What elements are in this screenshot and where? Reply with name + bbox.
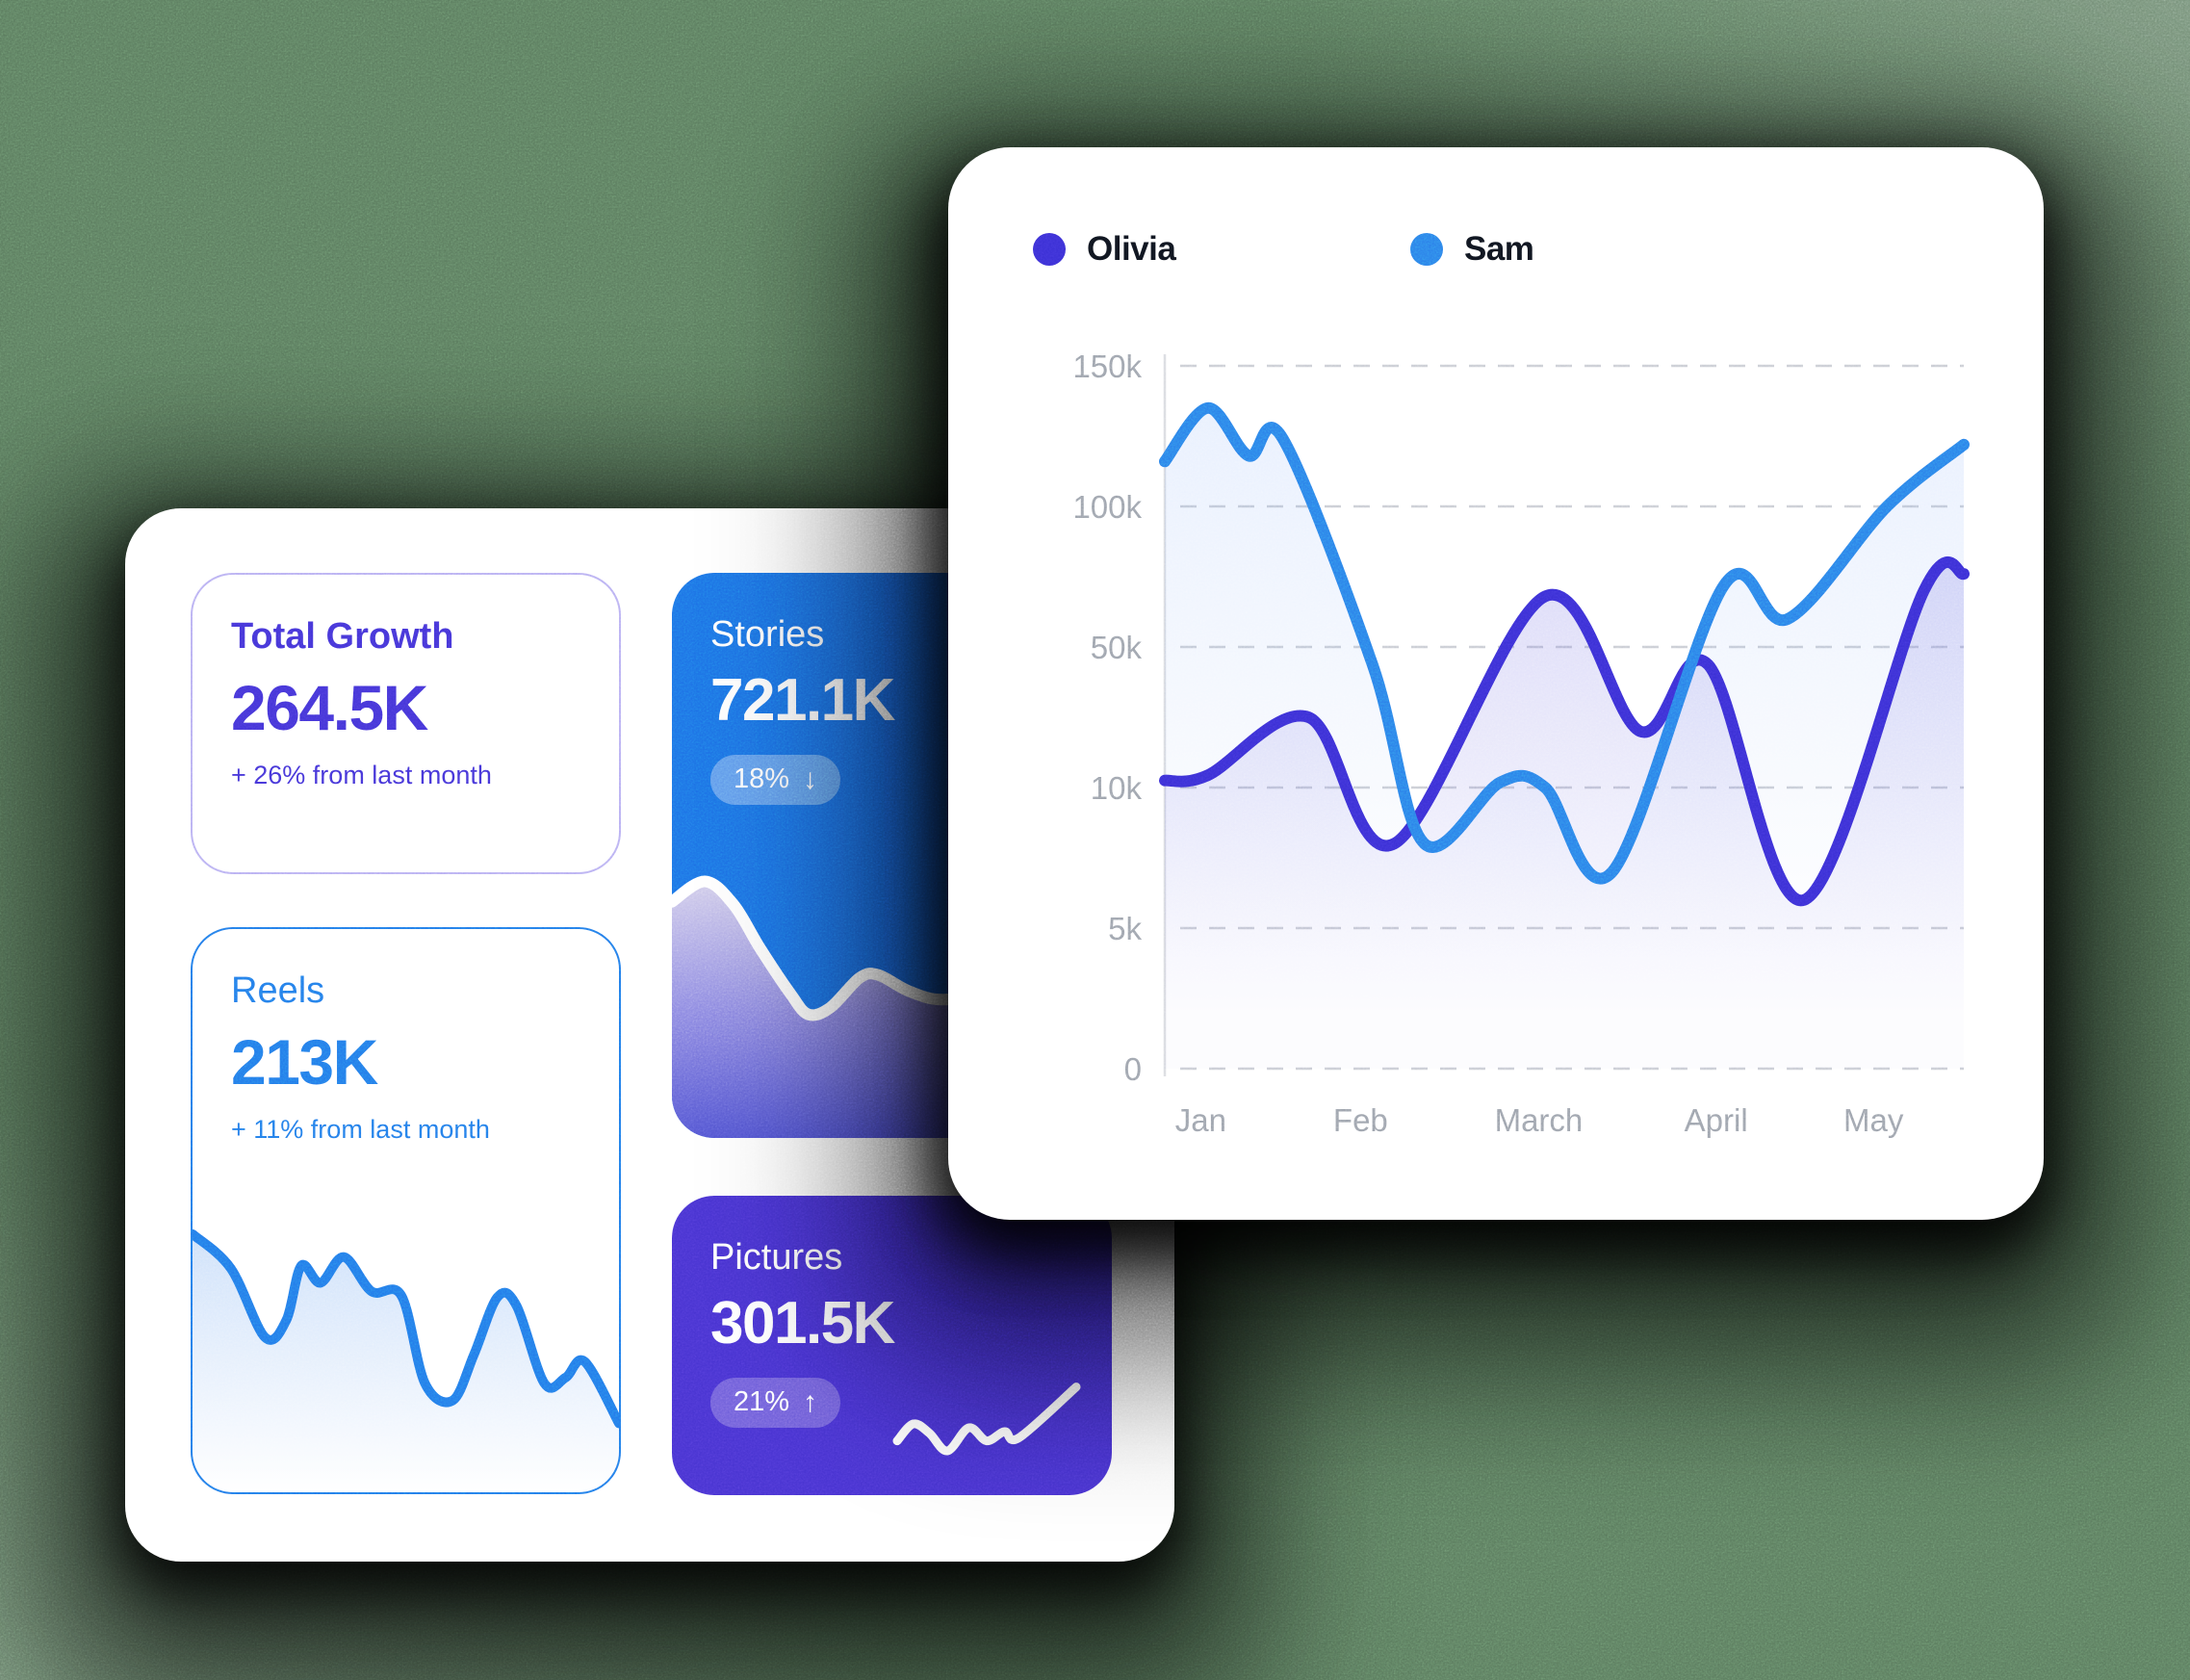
total-growth-title: Total Growth	[231, 616, 454, 657]
reels-subtitle: + 11% from last month	[231, 1115, 490, 1145]
reels-card: Reels 213K + 11% from last month	[191, 927, 621, 1494]
svg-text:April: April	[1685, 1102, 1748, 1138]
stories-change-value: 18%	[734, 763, 790, 795]
chart-card: Olivia Sam 0 5k 10k 50k 100k 150k Jan Feb March A…	[948, 147, 2044, 1220]
pictures-change-badge: 21% ↑	[710, 1377, 841, 1428]
up-arrow-icon: ↑	[803, 1385, 818, 1418]
svg-text:Jan: Jan	[1175, 1102, 1226, 1138]
pictures-sparkline	[892, 1383, 1081, 1456]
total-growth-value: 264.5K	[231, 671, 428, 743]
total-growth-card: Total Growth 264.5K + 26% from last mont…	[191, 573, 621, 874]
reels-value: 213K	[231, 1025, 378, 1098]
total-growth-subtitle: + 26% from last month	[231, 761, 492, 790]
svg-text:May: May	[1843, 1102, 1904, 1138]
down-arrow-icon: ↓	[803, 762, 818, 795]
svg-text:10k: 10k	[1091, 770, 1143, 806]
followers-line-chart: 0 5k 10k 50k 100k 150k Jan Feb March April May	[1072, 349, 1970, 1138]
pictures-value: 301.5K	[710, 1289, 895, 1357]
svg-text:150k: 150k	[1072, 349, 1142, 384]
pictures-title: Pictures	[710, 1237, 843, 1278]
svg-text:0: 0	[1124, 1051, 1142, 1087]
reels-title: Reels	[231, 970, 325, 1011]
pictures-card: Pictures 301.5K 21% ↑	[672, 1196, 1112, 1495]
svg-text:5k: 5k	[1108, 911, 1142, 946]
svg-text:100k: 100k	[1072, 489, 1142, 525]
svg-text:Feb: Feb	[1333, 1102, 1388, 1138]
svg-text:March: March	[1495, 1102, 1584, 1138]
svg-text:50k: 50k	[1091, 630, 1143, 665]
pictures-change-value: 21%	[734, 1386, 790, 1418]
stories-change-badge: 18% ↓	[710, 754, 841, 805]
